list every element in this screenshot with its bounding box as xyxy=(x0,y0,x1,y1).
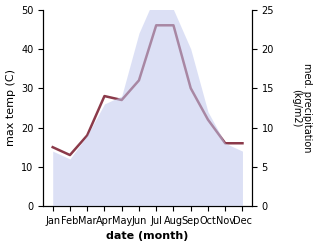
X-axis label: date (month): date (month) xyxy=(107,231,189,242)
Y-axis label: max temp (C): max temp (C) xyxy=(5,69,16,146)
Y-axis label: med. precipitation
(kg/m2): med. precipitation (kg/m2) xyxy=(291,63,313,153)
